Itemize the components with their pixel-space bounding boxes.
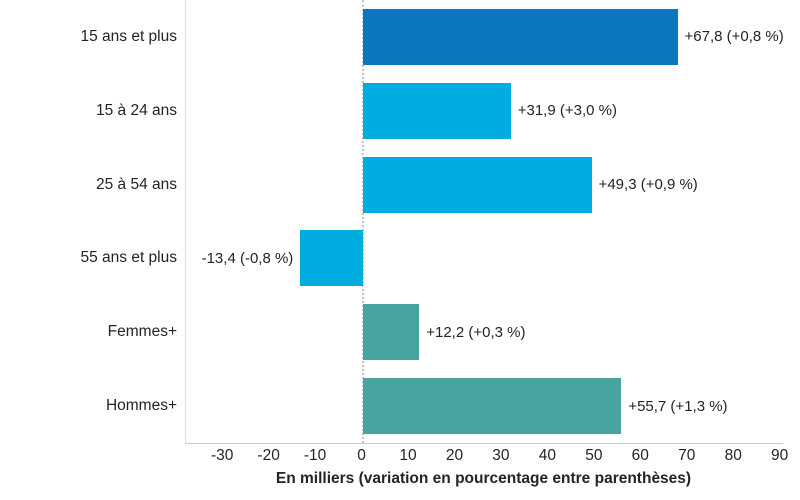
x-tick-label: 50 <box>585 447 603 464</box>
bar-6 <box>362 378 622 435</box>
category-label-3: 25 à 54 ans <box>95 175 177 193</box>
x-tick-label: 30 <box>492 447 510 464</box>
bar-2 <box>362 82 511 139</box>
x-tick-label: 40 <box>538 447 556 464</box>
bar-value-label: -13,4 (-0,8 %) <box>201 249 294 267</box>
zero-gridline <box>361 0 364 443</box>
x-tick-label: -10 <box>303 447 327 464</box>
x-tick-label: 10 <box>399 447 417 464</box>
x-axis-tick-labels: -30 -20 -10 0 10 20 30 40 50 60 70 80 90 <box>0 447 800 467</box>
x-tick-label: 90 <box>771 447 789 464</box>
x-tick-label: 70 <box>678 447 696 464</box>
category-label-6: Hommes+ <box>105 397 177 415</box>
bar-3 <box>362 156 592 213</box>
x-tick-label: 0 <box>357 447 366 464</box>
x-tick-label: -20 <box>257 447 280 464</box>
bar-4 <box>300 230 363 287</box>
bar-5 <box>362 304 420 361</box>
y-axis-category-labels: 15 ans et plus 15 à 24 ans 25 à 54 ans 55 a… <box>0 0 177 443</box>
x-tick-label: 20 <box>445 447 464 464</box>
bar-value-label: +49,3 (+0,9 %) <box>598 176 698 194</box>
bar-value-label: +12,2 (+0,3 %) <box>426 323 526 341</box>
bar-value-label: +67,8 (+0,8 %) <box>684 28 784 46</box>
bar-1 <box>362 8 678 65</box>
x-tick-label: -30 <box>210 447 234 464</box>
plot-area: +67,8 (+0,8 %) +31,9 (+3,0 %) +49,3 (+0,9 … <box>185 0 784 444</box>
bar-value-label: +31,9 (+3,0 %) <box>517 102 617 120</box>
x-axis-title: En milliers (variation en pourcentage en… <box>275 470 692 487</box>
category-label-2: 15 à 24 ans <box>95 101 177 119</box>
category-label-5: Femmes+ <box>107 323 177 341</box>
bar-value-label: +55,7 (+1,3 %) <box>628 397 728 415</box>
x-tick-label: 60 <box>631 447 649 464</box>
category-label-1: 15 ans et plus <box>80 27 177 45</box>
category-label-4: 55 ans et plus <box>80 249 177 267</box>
x-tick-label: 80 <box>724 447 742 464</box>
